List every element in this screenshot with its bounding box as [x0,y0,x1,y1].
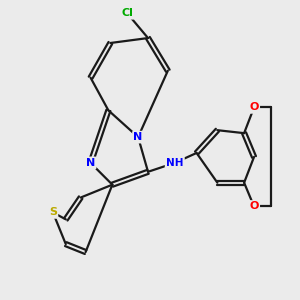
Text: Cl: Cl [121,8,133,18]
Text: O: O [249,202,259,212]
Text: O: O [249,102,259,112]
Text: S: S [49,207,57,218]
Text: N: N [86,158,95,168]
Text: N: N [134,132,143,142]
Text: NH: NH [166,158,184,168]
